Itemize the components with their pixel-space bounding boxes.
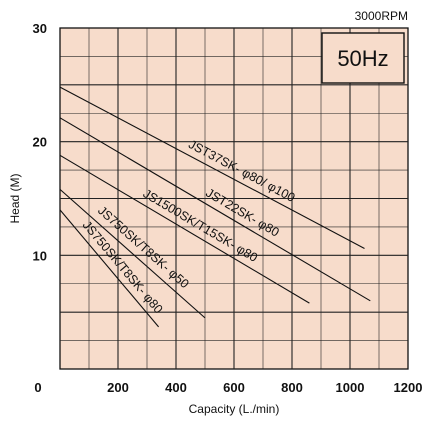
curve-lines: [59, 86, 371, 328]
x-tick-label: 800: [281, 380, 303, 395]
y-axis-title: Head (M): [8, 173, 22, 223]
x-axis-title: Capacity (L./min): [189, 402, 280, 416]
performance-curve: [59, 86, 365, 249]
rpm-label: 3000RPM: [355, 9, 408, 23]
x-tick-label: 1000: [336, 380, 365, 395]
performance-curve: [59, 188, 206, 319]
tick-labels: 0 200 400 600 800 1000 1200 10 20 30: [33, 21, 423, 395]
x-tick-label: 600: [223, 380, 245, 395]
y-tick-label: 20: [33, 135, 47, 150]
x-tick-label: 400: [165, 380, 187, 395]
frequency-label: 50Hz: [337, 46, 388, 71]
y-tick-label: 10: [33, 248, 47, 263]
performance-curve: [59, 117, 371, 302]
grid-lines: [60, 28, 408, 369]
y-tick-label: 30: [33, 21, 47, 36]
performance-curve: [59, 154, 310, 304]
x-tick-label: 1200: [394, 380, 423, 395]
frequency-box: 50Hz: [321, 32, 405, 84]
x-tick-label: 0: [34, 380, 41, 395]
performance-curve: [59, 209, 160, 328]
x-tick-label: 200: [107, 380, 129, 395]
